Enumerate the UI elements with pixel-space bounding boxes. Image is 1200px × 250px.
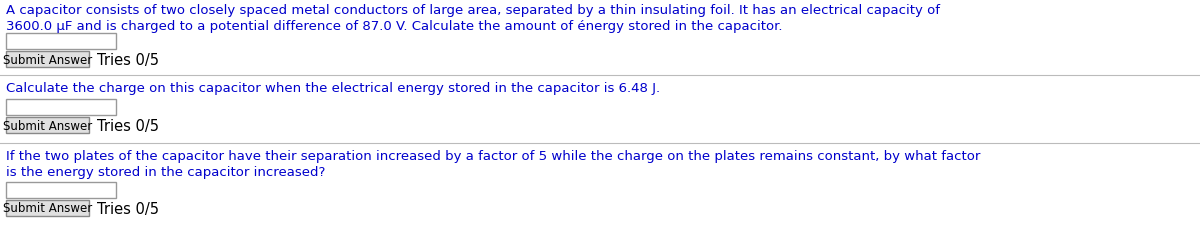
Text: 3600.0 μF and is charged to a potential difference of 87.0 V. Calculate the amou: 3600.0 μF and is charged to a potential … [6,20,782,33]
FancyBboxPatch shape [6,34,116,50]
Text: Tries 0/5: Tries 0/5 [97,201,158,216]
FancyBboxPatch shape [6,182,116,198]
Text: A capacitor consists of two closely spaced metal conductors of large area, separ: A capacitor consists of two closely spac… [6,4,940,17]
Text: Calculate the charge on this capacitor when the electrical energy stored in the : Calculate the charge on this capacitor w… [6,82,660,94]
Text: is the energy stored in the capacitor increased?: is the energy stored in the capacitor in… [6,165,325,178]
FancyBboxPatch shape [6,100,116,116]
Text: Submit Answer: Submit Answer [2,202,92,215]
Text: If the two plates of the capacitor have their separation increased by a factor o: If the two plates of the capacitor have … [6,150,980,162]
Text: Tries 0/5: Tries 0/5 [97,118,158,134]
FancyBboxPatch shape [6,118,89,134]
Text: Tries 0/5: Tries 0/5 [97,53,158,68]
Text: Submit Answer: Submit Answer [2,53,92,66]
FancyBboxPatch shape [6,200,89,216]
FancyBboxPatch shape [6,52,89,68]
Text: Submit Answer: Submit Answer [2,119,92,132]
